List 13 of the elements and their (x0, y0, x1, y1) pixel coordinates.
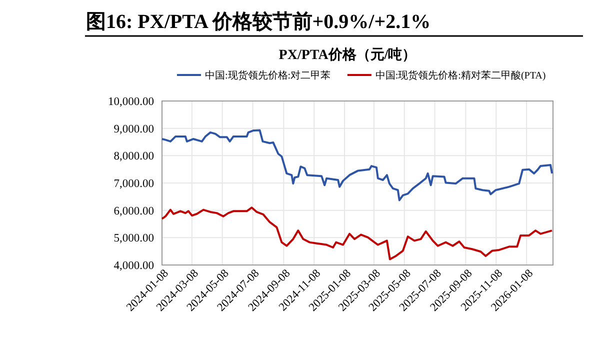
y-tick-label: 5,000.00 (114, 232, 154, 245)
y-tick-label: 7,000.00 (114, 178, 154, 190)
y-tick-label: 8,000.00 (114, 150, 154, 163)
legend-label: 中国:现货领先价格:精对苯二甲酸(PTA) (375, 70, 546, 82)
line-series (161, 129, 554, 202)
y-tick-label: 4,000.00 (114, 260, 154, 272)
y-tick-label: 9,000.00 (114, 123, 154, 136)
line-series (161, 206, 554, 260)
legend-label: 中国:现货领先价格:对二甲苯 (205, 70, 331, 82)
y-tick-label: 6,000.00 (114, 205, 154, 218)
chart-title: 图16: PX/PTA 价格较节前+0.9%/+2.1% (86, 11, 431, 33)
y-tick-label: 10,000.00 (108, 96, 154, 108)
chart-subtitle: PX/PTA价格（元/吨） (278, 47, 416, 63)
